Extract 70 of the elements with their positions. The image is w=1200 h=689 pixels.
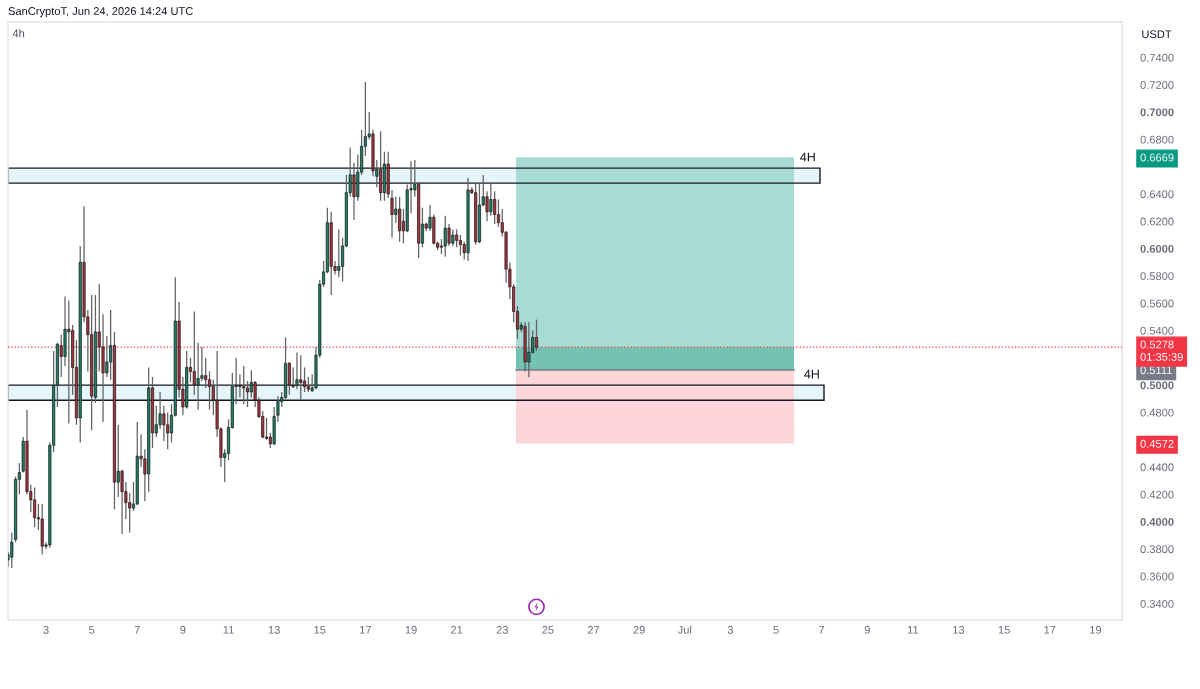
candlestick: [67, 299, 71, 425]
y-tick-label: 0.6400: [1140, 190, 1174, 199]
y-tick-label: 0.6200: [1140, 217, 1174, 226]
y-tick-label: 0.7400: [1140, 53, 1174, 62]
candlestick: [337, 228, 341, 278]
y-tick-label: 0.4572: [1140, 439, 1174, 448]
candlestick: [33, 486, 37, 528]
x-tick-label: 23: [496, 625, 508, 634]
y-tick-label: 0.5000: [1140, 381, 1174, 390]
candlestick: [242, 365, 246, 405]
candlestick: [379, 130, 383, 202]
y-tick-label: 0.4200: [1140, 490, 1174, 499]
x-tick-label: 11: [223, 625, 234, 634]
candlestick: [458, 234, 462, 257]
candlestick: [534, 319, 539, 352]
text: SanCryptoT, Jun 24, 2026 14:24 UTC: [8, 7, 193, 18]
candlestick: [447, 223, 451, 247]
x-tick-label: 29: [633, 625, 645, 634]
y-tick-label: 0.3400: [1140, 599, 1174, 608]
y-tick-label: 0.4800: [1140, 408, 1174, 417]
y-tick-label: 0.5600: [1140, 299, 1174, 308]
y-tick-label: 0.6800: [1140, 135, 1174, 144]
y-tick-label: 0.5111: [1140, 366, 1172, 375]
x-tick-label: 11: [907, 625, 919, 634]
candlestick: [207, 370, 212, 411]
candlestick: [527, 321, 531, 378]
x-tick-label: 13: [268, 625, 280, 634]
x-tick-label: 19: [1090, 625, 1102, 634]
x-tick-label: 25: [542, 625, 554, 634]
x-tick-label: 15: [314, 625, 326, 634]
y-axis-title: USDT: [1142, 30, 1172, 39]
candlestick: [287, 361, 291, 396]
candlestick: [443, 215, 447, 258]
x-tick-label: 7: [134, 625, 140, 634]
x-tick-label: 5: [773, 625, 779, 634]
y-tick-label: 0.7200: [1140, 81, 1174, 89]
x-tick-label: 27: [587, 625, 600, 634]
text: 4h: [12, 29, 25, 38]
candlestick: [265, 417, 269, 441]
y-tick-label: 0.5400: [1140, 326, 1174, 335]
band-label: 4H: [800, 152, 815, 162]
x-tick-label: 3: [43, 625, 49, 634]
candlestick: [489, 182, 493, 217]
x-tick-label: 3: [727, 625, 733, 634]
y-tick-label: 0.3600: [1140, 572, 1174, 581]
x-tick-label: Jul: [677, 625, 692, 634]
candlestick: [398, 196, 402, 243]
x-tick-label: 21: [451, 625, 463, 634]
y-tick-label: 0.7000: [1140, 108, 1174, 117]
x-tick-label: 17: [360, 625, 372, 634]
y-tick-label: 0.4000: [1140, 517, 1174, 526]
y-tick-label: 0.4400: [1140, 463, 1174, 472]
x-tick-label: 7: [819, 625, 825, 634]
x-tick-label: 9: [864, 625, 870, 634]
x-tick-label: 17: [1044, 625, 1056, 634]
y-tick-label: 0.6669: [1140, 153, 1174, 162]
candlestick: [246, 380, 250, 408]
x-tick-label: 13: [953, 625, 965, 634]
band-label: 4H: [804, 369, 819, 379]
x-tick-label: 19: [405, 625, 417, 634]
y-tick-label: 0.3800: [1140, 545, 1174, 554]
y-tick-label: 0.6000: [1140, 244, 1174, 253]
x-tick-label: 9: [180, 625, 186, 634]
x-tick-label: 15: [998, 625, 1010, 634]
candlestick: [299, 354, 303, 401]
ref-line-label: 0.5278 01:35:39: [1140, 340, 1183, 361]
y-tick-label: 0.5800: [1140, 272, 1174, 281]
candlestick: [196, 342, 200, 411]
candlestick: [249, 369, 253, 399]
x-tick-label: 5: [89, 625, 95, 634]
